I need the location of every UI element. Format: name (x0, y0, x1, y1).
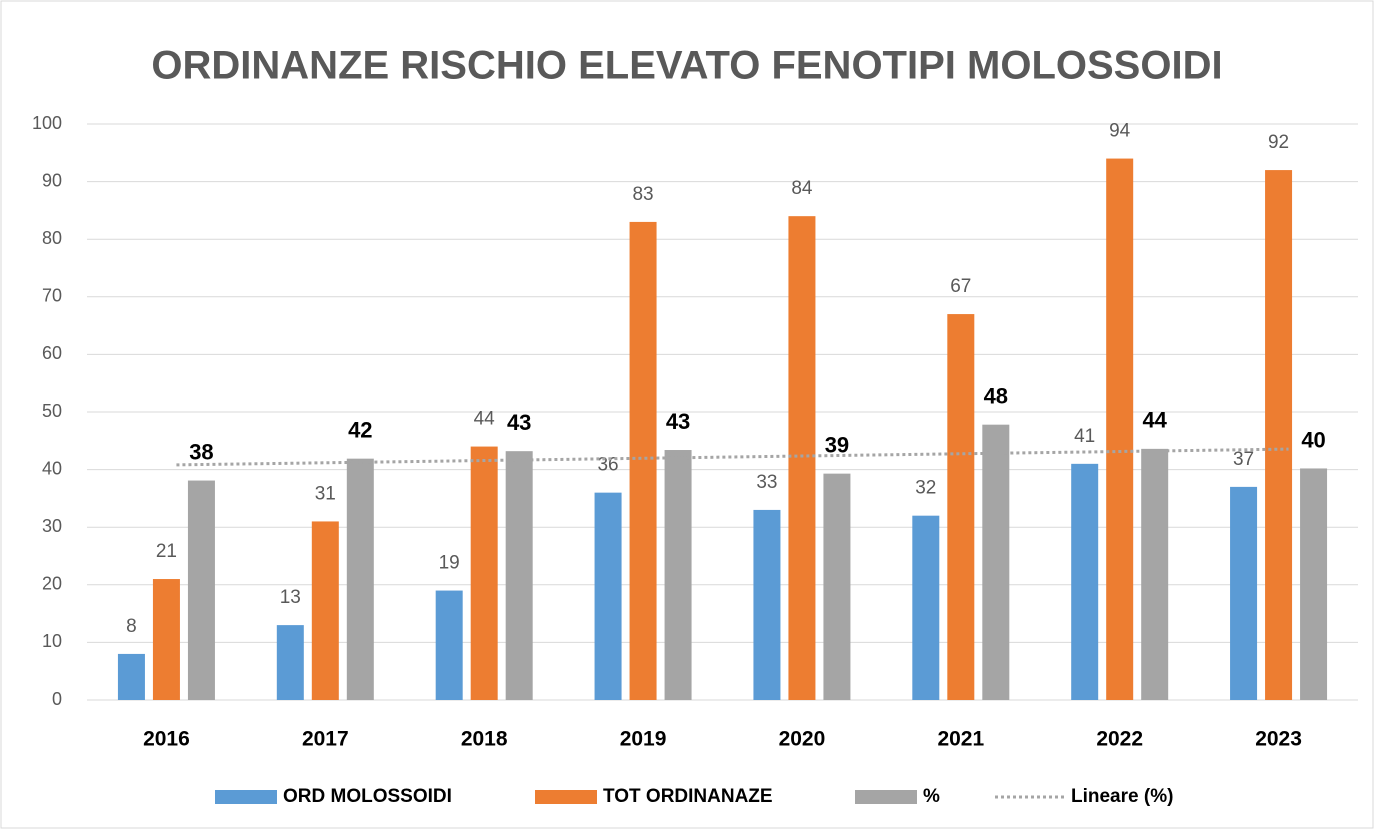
bar (117, 653, 145, 700)
bar (152, 579, 180, 700)
data-label: 32 (915, 478, 936, 499)
x-tick-label: 2021 (937, 728, 984, 751)
bar (1300, 468, 1328, 700)
data-label: 44 (474, 409, 496, 430)
bar (629, 221, 657, 701)
y-tick-label: 20 (42, 574, 62, 594)
bar (346, 458, 374, 700)
data-label: 38 (189, 439, 213, 464)
bar (664, 450, 692, 700)
y-tick-label: 70 (42, 286, 62, 306)
x-tick-label: 2017 (302, 728, 349, 751)
data-label: 43 (507, 410, 531, 435)
trendline (176, 447, 1289, 467)
bar (1141, 448, 1169, 700)
bar (311, 521, 339, 700)
data-label: 33 (756, 472, 777, 493)
data-label: 31 (315, 483, 336, 504)
y-tick-label: 100 (32, 113, 62, 133)
x-tick-label: 2020 (779, 728, 826, 751)
data-label: 48 (984, 383, 1008, 408)
legend-label: % (923, 786, 940, 807)
data-label: 84 (791, 178, 813, 199)
data-label: 44 (1142, 408, 1167, 433)
bar (1265, 170, 1293, 700)
bar (276, 625, 304, 700)
legend-label: ORD MOLOSSOIDI (283, 786, 452, 807)
bar (470, 446, 498, 700)
data-label: 41 (1074, 426, 1095, 447)
y-tick-label: 50 (42, 401, 62, 421)
data-label: 8 (126, 616, 137, 637)
data-label: 67 (950, 276, 971, 297)
y-tick-label: 90 (42, 170, 62, 190)
y-tick-label: 30 (42, 516, 62, 536)
data-label: 43 (666, 409, 690, 434)
bar (912, 515, 940, 700)
bar (1106, 158, 1134, 700)
x-tick-label: 2022 (1096, 728, 1143, 751)
data-label: 42 (348, 417, 372, 442)
legend-swatch (215, 790, 277, 804)
data-label: 40 (1301, 427, 1325, 452)
legend-swatch (535, 790, 597, 804)
x-tick-label: 2016 (143, 728, 190, 751)
data-label: 92 (1268, 132, 1289, 153)
chart-title: ORDINANZE RISCHIO ELEVATO FENOTIPI MOLOS… (151, 44, 1222, 88)
bar (435, 590, 463, 700)
data-label: 19 (439, 553, 460, 574)
bar (187, 480, 215, 700)
data-label: 13 (280, 587, 301, 608)
bar (982, 424, 1010, 700)
y-tick-label: 40 (42, 458, 62, 478)
data-label: 39 (825, 432, 849, 457)
data-label: 83 (632, 184, 653, 205)
x-tick-label: 2019 (620, 728, 667, 751)
data-label: 37 (1233, 449, 1254, 470)
y-tick-label: 0 (52, 689, 62, 709)
bar (947, 314, 975, 700)
bar (788, 216, 816, 700)
y-tick-label: 80 (42, 228, 62, 248)
legend-swatch (855, 790, 917, 804)
data-label: 94 (1109, 121, 1131, 142)
bar (505, 451, 533, 700)
legend-label: TOT ORDINANAZE (603, 786, 773, 807)
data-label: 21 (156, 541, 177, 562)
x-tick-label: 2023 (1255, 728, 1302, 751)
y-tick-label: 10 (42, 631, 62, 651)
bar (594, 492, 622, 700)
bar (753, 509, 781, 700)
x-tick-label: 2018 (461, 728, 508, 751)
bar (823, 473, 851, 700)
legend-label: Lineare (%) (1071, 786, 1173, 807)
bar (1071, 463, 1099, 700)
y-tick-label: 60 (42, 343, 62, 363)
bar (1230, 486, 1258, 700)
